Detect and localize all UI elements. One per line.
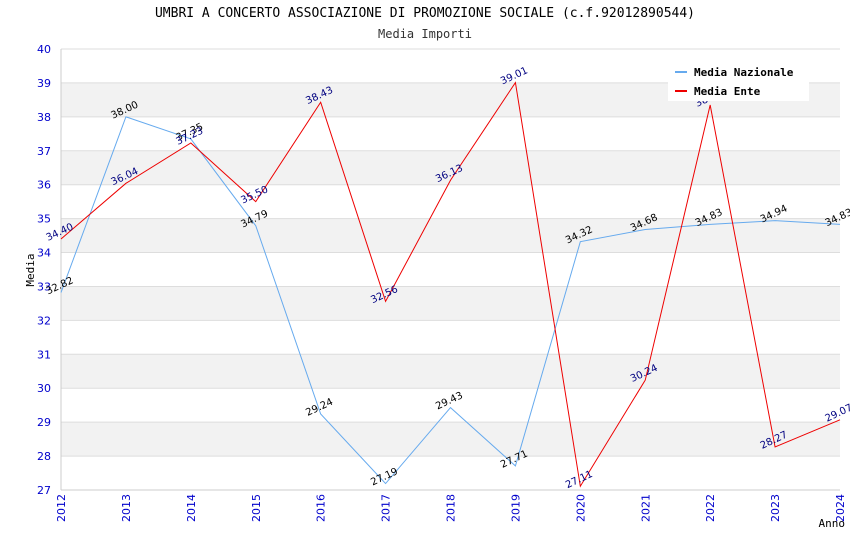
x-tick-label: 2015 (250, 494, 263, 522)
x-tick-label: 2014 (185, 494, 198, 522)
y-tick-label: 37 (37, 145, 51, 158)
legend: Media Nazionale Media Ente (668, 60, 809, 101)
y-tick-label: 34 (37, 247, 51, 260)
legend-box (668, 60, 809, 101)
x-tick-label: 2016 (315, 494, 328, 522)
chart-subtitle: Media Importi (378, 27, 472, 41)
legend-label-ente: Media Ente (694, 85, 761, 98)
chart-title: UMBRI A CONCERTO ASSOCIAZIONE DI PROMOZI… (154, 6, 696, 21)
y-tick-label: 38 (37, 111, 51, 124)
y-tick-label: 36 (37, 179, 51, 192)
y-tick-label: 31 (37, 348, 51, 361)
y-tick-label: 27 (37, 484, 51, 497)
grid-band (61, 150, 840, 185)
data-label-ente: 35.50 (239, 184, 270, 206)
y-tick-label: 28 (37, 450, 51, 463)
grid-band (61, 286, 840, 321)
y-tick-label: 33 (37, 280, 51, 293)
data-label-nazionale: 27.19 (369, 466, 400, 488)
series-line-ente (60, 81, 841, 488)
x-tick-label: 2013 (120, 494, 133, 522)
x-tick-label: 2019 (509, 494, 522, 522)
y-tick-label: 32 (37, 314, 51, 327)
y-axis-label: Media (24, 253, 37, 286)
y-tick-label: 35 (37, 213, 51, 226)
y-tick-label: 39 (37, 77, 51, 90)
y-tick-label: 40 (37, 43, 51, 56)
grid-band (61, 354, 840, 389)
data-label-ente: 27.11 (564, 469, 595, 491)
x-tick-label: 2021 (639, 494, 652, 522)
x-tick-label: 2018 (445, 494, 458, 522)
x-tick-label: 2023 (769, 494, 782, 522)
data-label-nazionale: 29.24 (304, 397, 335, 419)
series-line-nazionale (60, 116, 841, 485)
x-tick-label: 2012 (55, 494, 68, 522)
x-tick-label: 2020 (574, 494, 587, 522)
y-tick-label: 29 (37, 416, 51, 429)
legend-label-nazionale: Media Nazionale (694, 66, 794, 79)
y-tick-label: 30 (37, 382, 51, 395)
x-tick-label: 2022 (704, 494, 717, 522)
x-tick-label: 2017 (380, 494, 393, 522)
x-tick-label: 2024 (834, 494, 847, 522)
x-axis-label: Anno (819, 517, 846, 530)
grid-band (61, 422, 840, 457)
